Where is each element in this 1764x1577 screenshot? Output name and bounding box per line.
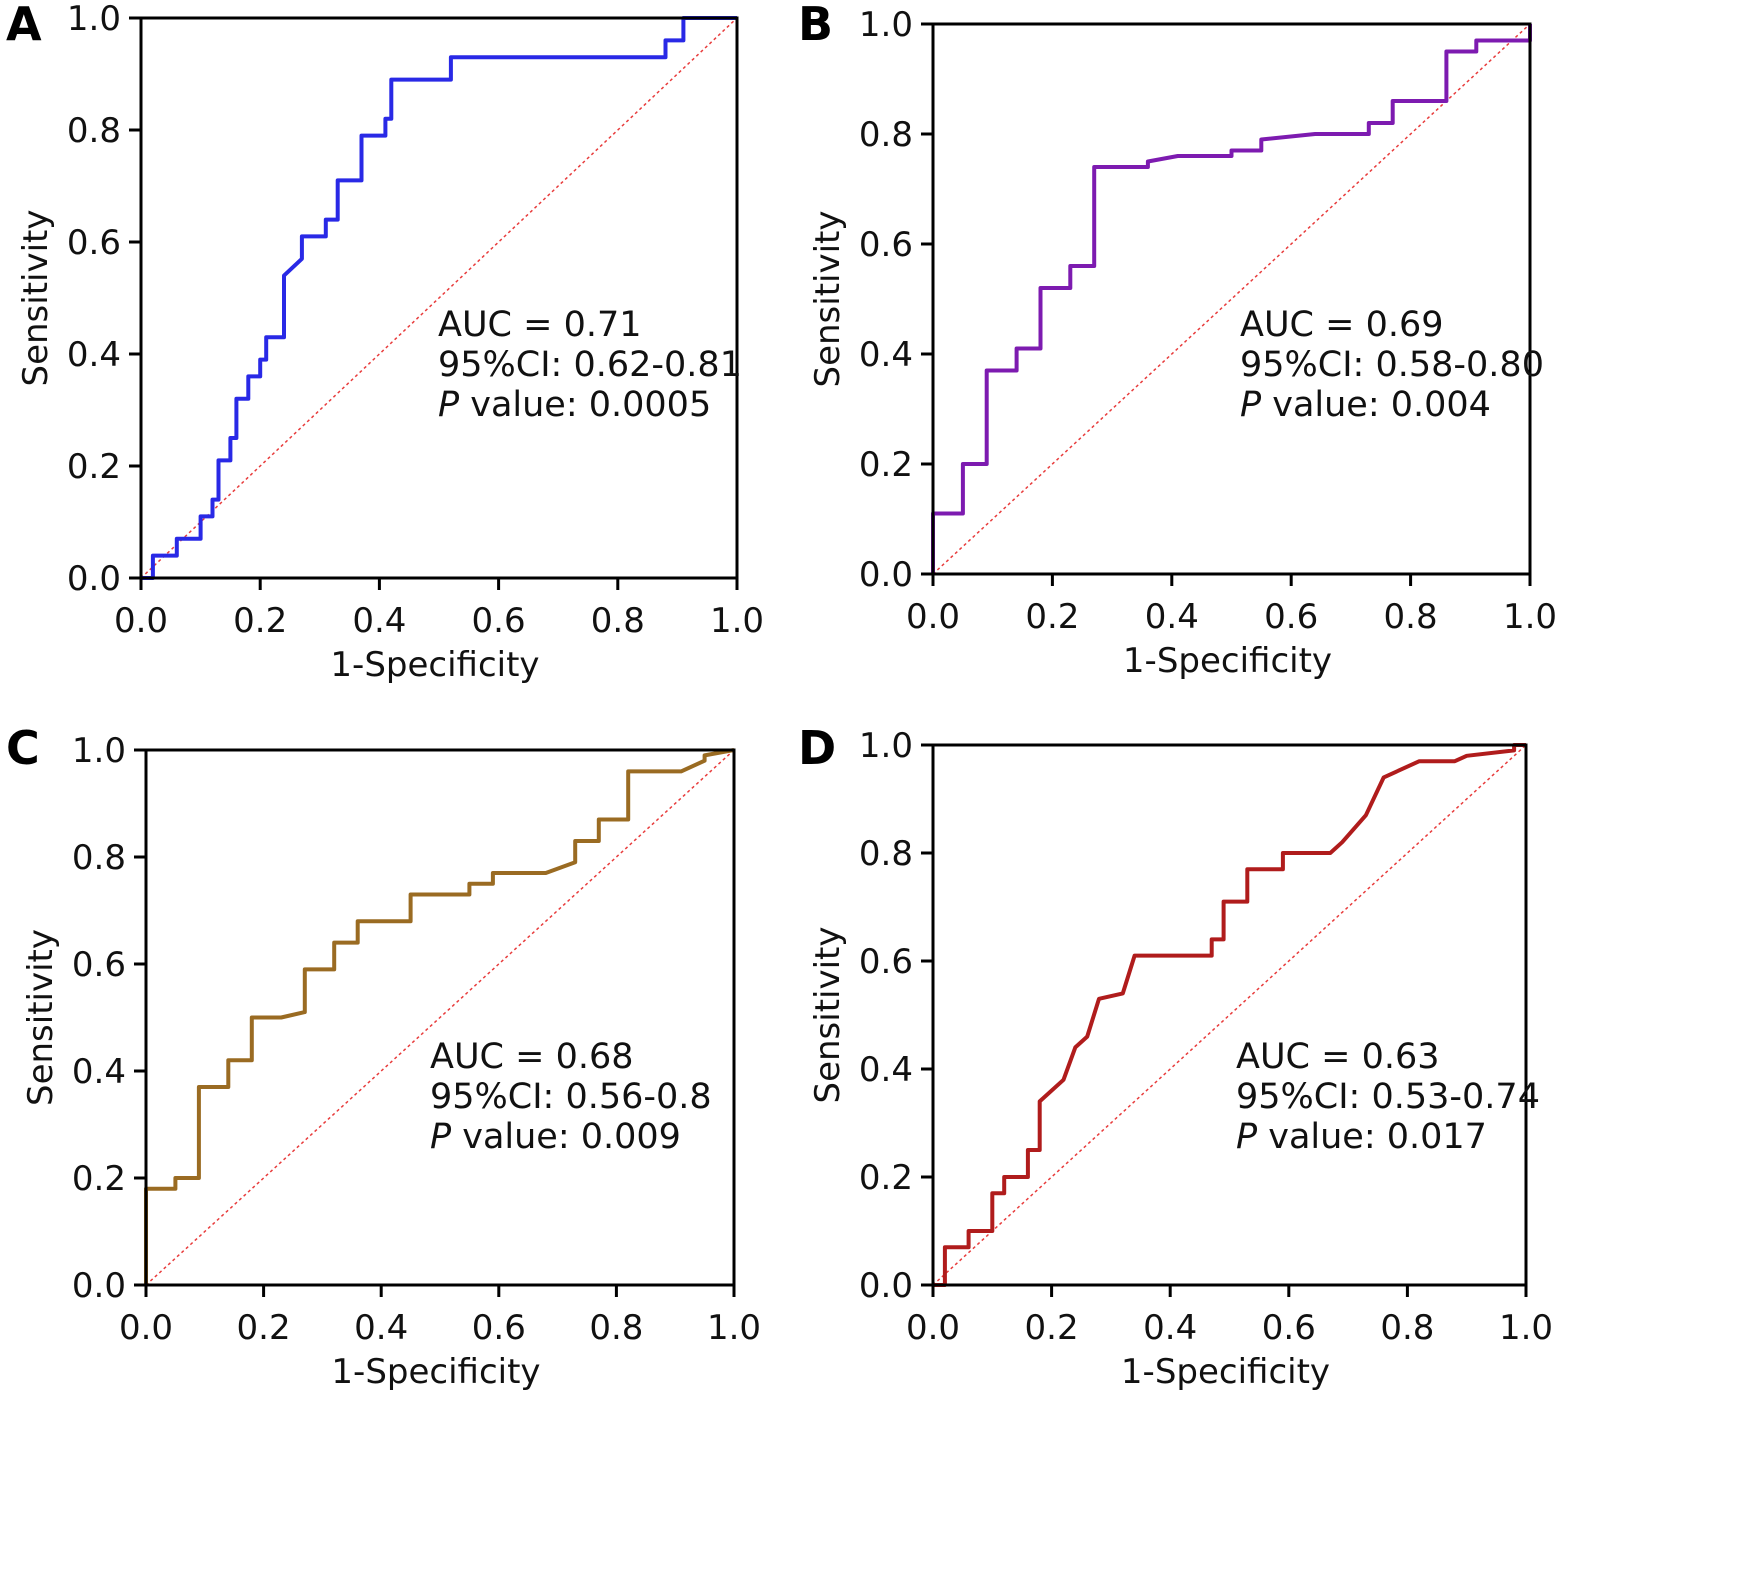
x-tick-label: 0.8 xyxy=(591,601,645,641)
auc-annotation: AUC = 0.69 xyxy=(1240,305,1444,345)
y-tick-label: 0.0 xyxy=(72,1266,126,1306)
y-tick-label: 0.4 xyxy=(859,335,913,375)
ci-annotation: 95%CI: 0.58-0.80 xyxy=(1240,345,1544,385)
y-tick-label: 0.8 xyxy=(67,111,121,151)
x-tick-label: 1.0 xyxy=(707,1308,761,1348)
roc-curve xyxy=(933,743,1526,1287)
y-axis-label: Sensitivity xyxy=(808,926,848,1103)
p-value-annotation: P value: 0.017 xyxy=(1236,1117,1487,1157)
x-tick-label: 0.6 xyxy=(1264,597,1318,637)
ci-annotation: 95%CI: 0.62-0.81 xyxy=(438,345,742,385)
y-tick-label: 0.4 xyxy=(67,335,121,375)
x-tick-label: 0.0 xyxy=(906,1308,960,1348)
x-tick-label: 1.0 xyxy=(1499,1308,1553,1348)
auc-annotation: AUC = 0.68 xyxy=(430,1037,634,1077)
y-tick-label: 0.6 xyxy=(67,223,121,263)
plot-frame xyxy=(931,743,1528,1287)
x-tick-label: 0.8 xyxy=(1380,1308,1434,1348)
y-tick-label: 0.8 xyxy=(859,115,913,155)
x-tick-label: 0.0 xyxy=(114,601,168,641)
x-axis-label: 1-Specificity xyxy=(330,645,539,685)
y-axis-label: Sensitivity xyxy=(16,209,56,386)
p-value-text: value: 0.017 xyxy=(1257,1117,1487,1157)
p-value-text: value: 0.004 xyxy=(1261,385,1491,425)
x-tick-label: 1.0 xyxy=(710,601,764,641)
auc-annotation: AUC = 0.63 xyxy=(1236,1037,1440,1077)
y-tick-label: 1.0 xyxy=(72,731,126,771)
x-tick-label: 0.0 xyxy=(906,597,960,637)
p-value-annotation: P value: 0.004 xyxy=(1240,385,1491,425)
y-tick-label: 0.8 xyxy=(72,838,126,878)
y-tick-label: 0.0 xyxy=(67,559,121,599)
x-tick-label: 0.6 xyxy=(472,1308,526,1348)
ci-annotation: 95%CI: 0.56-0.8 xyxy=(430,1077,712,1117)
p-symbol: P xyxy=(438,385,460,425)
x-tick-label: 0.2 xyxy=(1025,1308,1079,1348)
panel-letter: A xyxy=(6,0,42,51)
p-symbol: P xyxy=(1236,1117,1258,1157)
panel-b: B 0.0 0.2 0.4 0.6 0.8 1.0 0.0 0.2 0.4 0.6 0.8 1.0 1-S… xyxy=(798,0,1557,681)
y-axis-label: Sensitivity xyxy=(808,210,848,387)
plot-frame xyxy=(144,748,736,1287)
y-tick-label: 0.0 xyxy=(859,1266,913,1306)
y-tick-label: 0.2 xyxy=(67,447,121,487)
y-tick-label: 0.6 xyxy=(72,945,126,985)
x-tick-label: 0.6 xyxy=(472,601,526,641)
x-tick-label: 1.0 xyxy=(1503,597,1557,637)
panel-letter: B xyxy=(798,0,833,51)
y-tick-label: 0.4 xyxy=(72,1052,126,1092)
roc-curve xyxy=(141,16,737,580)
reference-diagonal xyxy=(145,749,735,1286)
y-axis-label: Sensitivity xyxy=(21,929,61,1106)
p-symbol: P xyxy=(1240,385,1262,425)
reference-diagonal xyxy=(932,23,1531,575)
panel-letter: D xyxy=(798,721,836,775)
x-tick-label: 0.0 xyxy=(119,1308,173,1348)
y-tick-label: 0.2 xyxy=(72,1159,126,1199)
x-tick-label: 0.8 xyxy=(589,1308,643,1348)
x-tick-label: 0.4 xyxy=(354,1308,408,1348)
roc-curve xyxy=(931,24,1532,574)
p-value-text: value: 0.009 xyxy=(451,1117,681,1157)
y-tick-label: 0.6 xyxy=(859,942,913,982)
roc-curve xyxy=(144,748,735,1285)
plot-frame xyxy=(139,16,739,580)
plot-frame xyxy=(931,22,1532,576)
x-tick-label: 0.8 xyxy=(1384,597,1438,637)
y-tick-label: 0.2 xyxy=(859,1158,913,1198)
y-tick-label: 0.2 xyxy=(859,445,913,485)
x-axis-label: 1-Specificity xyxy=(1123,641,1332,681)
reference-diagonal xyxy=(140,17,738,579)
auc-annotation: AUC = 0.71 xyxy=(438,305,642,345)
p-value-annotation: P value: 0.0005 xyxy=(438,385,711,425)
x-tick-label: 0.2 xyxy=(1025,597,1079,637)
y-tick-label: 0.0 xyxy=(859,555,913,595)
ci-annotation: 95%CI: 0.53-0.74 xyxy=(1236,1077,1540,1117)
panel-c: C 0.0 0.2 0.4 0.6 0.8 1.0 0.0 0.2 0.4 0.6 0.8 1.0 1-S… xyxy=(6,721,761,1392)
y-tick-label: 1.0 xyxy=(859,726,913,766)
panel-d: D 0.0 0.2 0.4 0.6 0.8 1.0 0.0 0.2 0.4 0.6 0.8 1.0 1-S… xyxy=(798,721,1553,1392)
y-tick-label: 0.4 xyxy=(859,1050,913,1090)
panel-a: A 0.0 0.2 0.4 0.6 0.8 1.0 0.0 0.2 0.4 0.6 0.8 1.0 1-S… xyxy=(6,0,764,685)
panel-letter: C xyxy=(6,721,40,775)
reference-diagonal xyxy=(932,744,1527,1286)
x-axis-label: 1-Specificity xyxy=(1121,1352,1330,1392)
x-tick-label: 0.4 xyxy=(352,601,406,641)
x-tick-label: 0.4 xyxy=(1145,597,1199,637)
p-symbol: P xyxy=(430,1117,452,1157)
x-tick-label: 0.6 xyxy=(1262,1308,1316,1348)
p-value-annotation: P value: 0.009 xyxy=(430,1117,681,1157)
p-value-text: value: 0.0005 xyxy=(459,385,711,425)
y-tick-label: 0.6 xyxy=(859,225,913,265)
x-tick-label: 0.4 xyxy=(1143,1308,1197,1348)
x-axis-label: 1-Specificity xyxy=(331,1352,540,1392)
x-tick-label: 0.2 xyxy=(237,1308,291,1348)
x-tick-label: 0.2 xyxy=(233,601,287,641)
y-tick-label: 1.0 xyxy=(859,5,913,45)
y-tick-label: 0.8 xyxy=(859,834,913,874)
y-tick-label: 1.0 xyxy=(67,0,121,39)
